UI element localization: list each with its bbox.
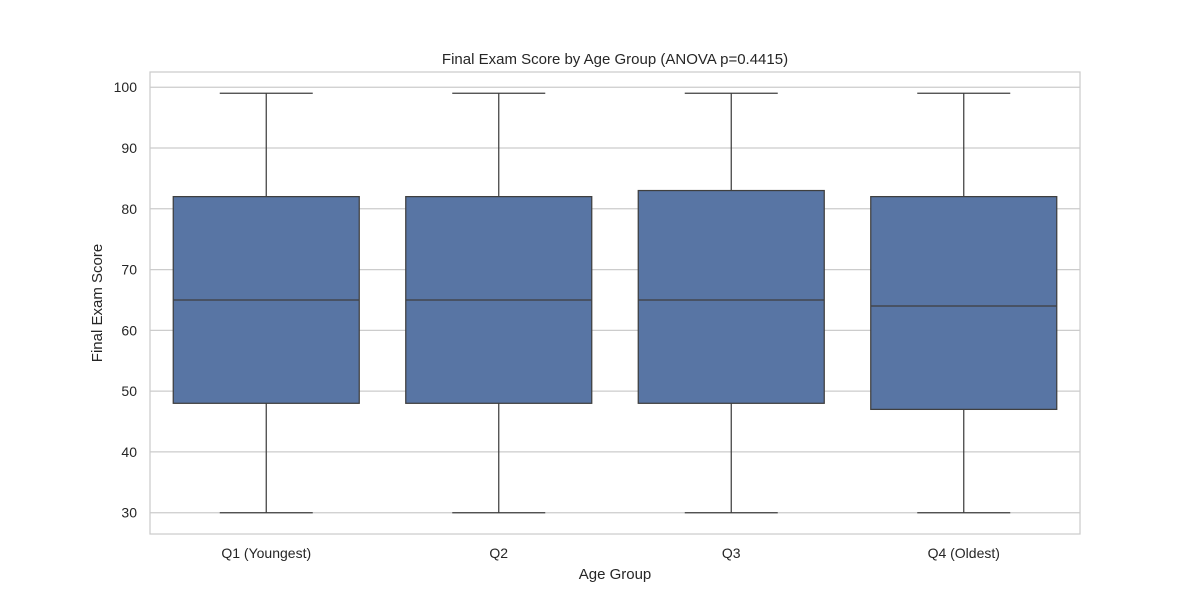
boxes [172, 92, 1058, 514]
y-tick-label: 90 [121, 140, 137, 156]
box-group [870, 92, 1058, 514]
y-tick-label: 70 [121, 262, 137, 278]
y-tick-label: 80 [121, 201, 137, 217]
y-tick-label: 50 [121, 383, 137, 399]
y-tick-label: 60 [121, 322, 137, 338]
y-tick-label: 30 [121, 505, 137, 521]
y-tick-label: 40 [121, 444, 137, 460]
x-axis-title: Age Group [579, 566, 652, 583]
y-tick-labels: 30 40 50 60 70 80 90 100 [114, 79, 138, 521]
x-tick-label: Q4 (Oldest) [928, 545, 1000, 561]
y-axis-title: Final Exam Score [89, 244, 106, 362]
plot-area-frame [149, 71, 1081, 535]
box-iqr [870, 195, 1058, 411]
x-tick-label: Q2 [489, 545, 508, 561]
x-tick-labels: Q1 (Youngest) Q2 Q3 Q4 (Oldest) [221, 545, 1000, 561]
box-group [405, 92, 593, 514]
chart-title: Final Exam Score by Age Group (ANOVA p=0… [442, 51, 788, 68]
x-tick-label: Q1 (Youngest) [221, 545, 311, 561]
box-group [172, 92, 360, 514]
y-tick-label: 100 [114, 79, 138, 95]
box-iqr [637, 189, 825, 404]
box-group [637, 92, 825, 514]
x-tick-label: Q3 [722, 545, 741, 561]
